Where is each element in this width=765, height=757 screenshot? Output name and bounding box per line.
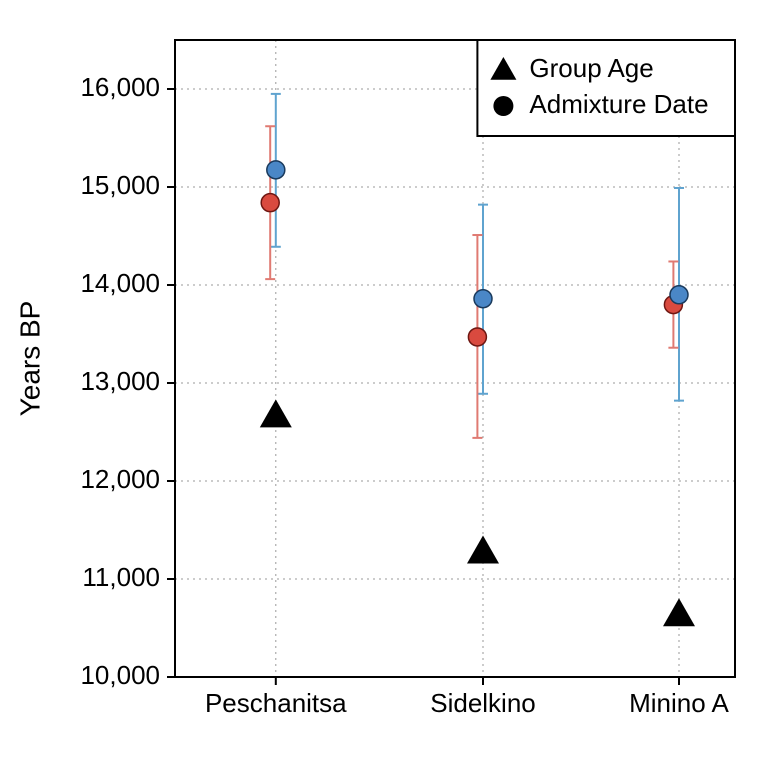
admixture-blue-point (267, 161, 285, 179)
admixture-red-point (261, 194, 279, 212)
y-tick-label: 12,000 (80, 464, 160, 494)
legend-label: Group Age (529, 53, 653, 83)
years-bp-chart: 10,000 11,000 12,000 13,000 14,000 15,000 16,0… (0, 0, 765, 757)
y-tick-label: 14,000 (80, 268, 160, 298)
y-tick-label: 10,000 (80, 660, 160, 690)
admixture-red-point (468, 328, 486, 346)
admixture-blue-point (670, 286, 688, 304)
y-tick-label: 11,000 (82, 562, 160, 592)
legend-label: Admixture Date (529, 89, 708, 119)
legend: Group Age Admixture Date (477, 40, 735, 136)
x-tick-label: Minino A (629, 688, 729, 718)
y-axis-label: Years BP (14, 301, 45, 417)
x-tick-label: Sidelkino (430, 688, 536, 718)
y-tick-label: 13,000 (80, 366, 160, 396)
x-tick-label: Peschanitsa (205, 688, 347, 718)
admixture-blue-point (474, 290, 492, 308)
y-tick-label: 15,000 (80, 170, 160, 200)
y-tick-label: 16,000 (80, 72, 160, 102)
legend-circle-icon (493, 96, 513, 116)
